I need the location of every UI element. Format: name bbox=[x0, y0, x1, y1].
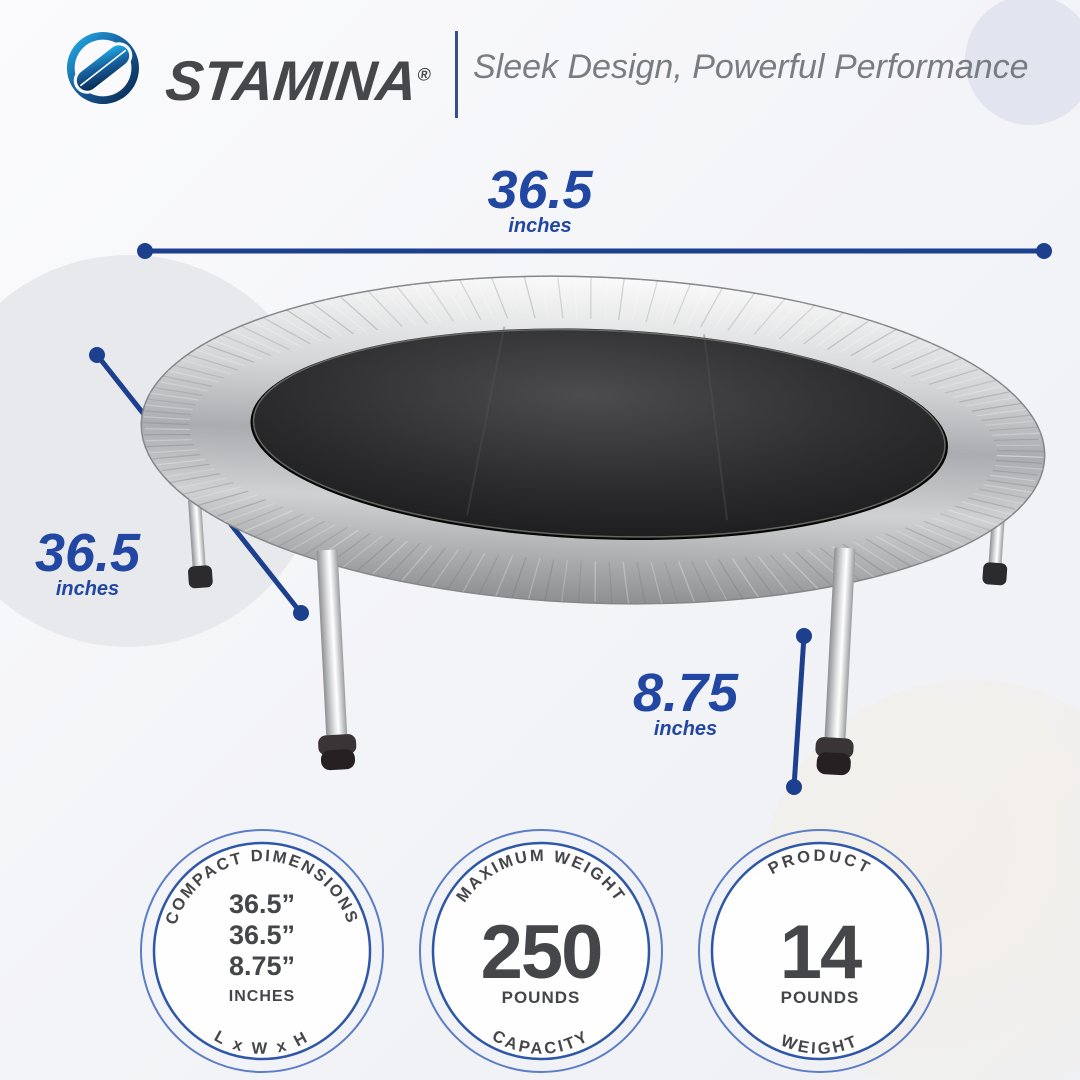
svg-text:POUNDS: POUNDS bbox=[502, 988, 581, 1007]
svg-text:250: 250 bbox=[481, 910, 602, 995]
svg-text:36.5”: 36.5” bbox=[229, 920, 295, 950]
svg-text:36.5”: 36.5” bbox=[229, 889, 295, 919]
svg-text:POUNDS: POUNDS bbox=[781, 988, 860, 1007]
svg-text:14: 14 bbox=[780, 910, 862, 995]
svg-text:INCHES: INCHES bbox=[229, 988, 295, 1005]
svg-text:8.75”: 8.75” bbox=[229, 951, 295, 981]
